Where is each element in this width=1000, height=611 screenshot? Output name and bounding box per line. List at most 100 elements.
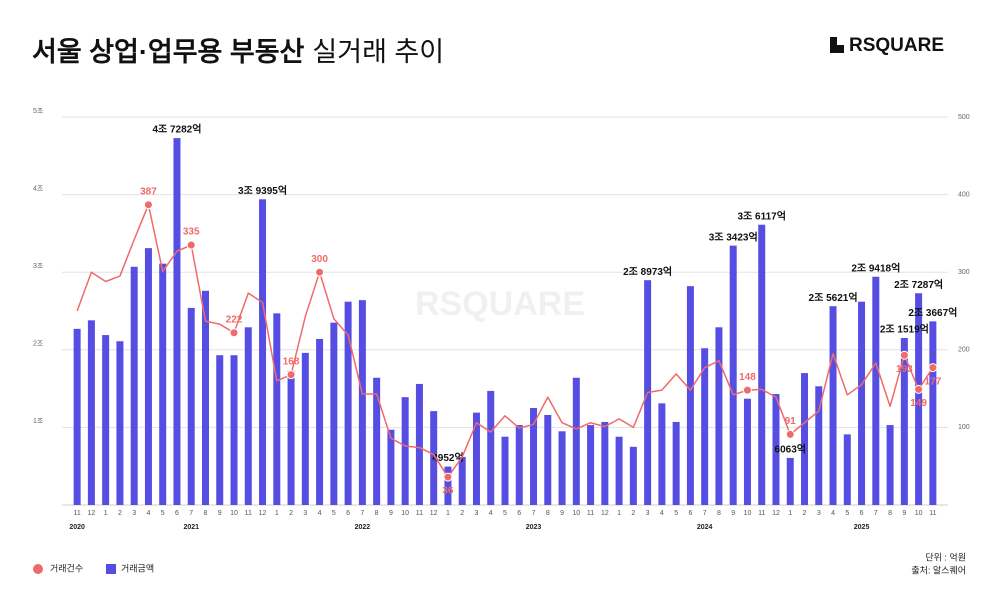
x-tick-label: 12 — [430, 510, 438, 517]
line-value-label: 193 — [896, 364, 913, 375]
x-tick-label: 1 — [275, 510, 279, 517]
bar — [530, 408, 538, 505]
x-tick-label: 11 — [929, 510, 936, 517]
y-tick-label: 3조 — [33, 262, 44, 270]
bar — [501, 436, 509, 505]
bar — [87, 320, 95, 505]
bar — [629, 446, 637, 505]
bar — [772, 394, 780, 505]
bar — [273, 313, 281, 505]
y2-tick-label: 400 — [958, 191, 970, 198]
bar — [929, 321, 937, 505]
line-value-label: 387 — [140, 186, 157, 197]
x-tick-label: 11 — [73, 510, 80, 517]
line-value-label: 36 — [442, 486, 454, 497]
bar — [187, 307, 195, 505]
legend-label: 거래건수 — [50, 563, 83, 573]
line-point — [443, 472, 453, 482]
bar-value-label: 2조 7287억 — [894, 279, 943, 291]
watermark: RSQUARE — [415, 285, 585, 323]
bar — [572, 377, 580, 505]
line-value-label: 149 — [910, 398, 927, 409]
x-tick-label: 7 — [189, 510, 193, 517]
bar-value-label: 4952억 — [432, 452, 463, 464]
x-tick-label: 11 — [587, 510, 594, 517]
bar — [458, 456, 466, 505]
bar-value-label: 2조 1519억 — [880, 324, 929, 336]
bar — [729, 245, 737, 506]
bar-value-label: 3조 3423억 — [709, 231, 758, 243]
bar — [116, 341, 124, 505]
bar — [872, 276, 880, 505]
legend-label: 거래금액 — [121, 562, 154, 573]
bar — [358, 300, 366, 505]
bar — [815, 386, 823, 505]
x-tick-label: 12 — [259, 510, 267, 517]
bar — [415, 383, 423, 505]
bar-value-label: 2조 5621억 — [809, 292, 858, 304]
bar — [829, 306, 837, 505]
bar — [401, 397, 409, 505]
bar — [387, 429, 395, 505]
bar — [487, 390, 495, 505]
legend-swatch-line — [33, 564, 43, 574]
y-tick-label: 1조 — [33, 417, 44, 425]
bar-value-label: 6063억 — [775, 444, 806, 456]
x-group-label: 2025 — [854, 524, 870, 531]
bar — [244, 327, 252, 505]
x-tick-label: 5 — [674, 510, 678, 517]
bar — [843, 434, 851, 505]
bar — [715, 327, 723, 505]
x-tick-label: 6 — [175, 510, 179, 517]
x-tick-label: 10 — [915, 510, 923, 517]
x-tick-label: 1 — [104, 510, 108, 517]
x-tick-label: 12 — [601, 510, 609, 517]
x-group-label: 2020 — [69, 524, 85, 531]
x-tick-label: 8 — [375, 510, 379, 517]
bar — [430, 411, 438, 505]
line-value-label: 148 — [739, 372, 756, 383]
x-tick-label: 8 — [546, 510, 550, 517]
line-point — [914, 384, 924, 394]
source-note: 출처: 알스퀘어 — [911, 564, 966, 575]
x-tick-label: 12 — [87, 510, 95, 517]
line-value-label: 168 — [283, 356, 300, 367]
line-value-label: 177 — [925, 376, 942, 387]
bar — [587, 425, 595, 505]
bar — [201, 290, 209, 505]
x-tick-label: 10 — [230, 510, 238, 517]
x-tick-label: 3 — [646, 510, 650, 517]
bar — [159, 263, 167, 505]
x-tick-label: 9 — [902, 510, 906, 517]
bar — [330, 322, 338, 505]
bar — [701, 348, 709, 505]
x-tick-label: 4 — [318, 510, 322, 517]
logo-text: RSQUARE — [849, 35, 944, 56]
y2-tick-label: 300 — [958, 269, 970, 276]
x-tick-label: 11 — [245, 510, 252, 517]
x-tick-label: 5 — [503, 510, 507, 517]
legend-swatch-bar — [106, 564, 116, 574]
bar-value-label: 2조 8973억 — [623, 266, 672, 278]
bar — [658, 403, 666, 505]
x-group-label: 2022 — [355, 524, 371, 531]
bar — [173, 138, 181, 505]
x-tick-label: 11 — [416, 510, 423, 517]
bar — [886, 425, 894, 505]
x-tick-label: 1 — [788, 510, 792, 517]
bar — [858, 301, 866, 505]
x-group-label: 2021 — [183, 524, 199, 531]
x-tick-label: 9 — [560, 510, 564, 517]
x-tick-label: 6 — [688, 510, 692, 517]
bar-value-label: 4조 7282억 — [152, 124, 201, 136]
title-bold: 서울 상업·업무용 부동산 — [32, 37, 305, 67]
line-value-label: 300 — [311, 254, 328, 265]
bar — [259, 199, 267, 505]
legend: 거래건수 거래금액 — [33, 562, 154, 574]
bar — [216, 355, 224, 505]
x-tick-label: 9 — [218, 510, 222, 517]
bar — [230, 355, 238, 505]
bar — [144, 248, 152, 506]
bar — [915, 293, 923, 505]
x-tick-label: 2 — [289, 510, 293, 517]
